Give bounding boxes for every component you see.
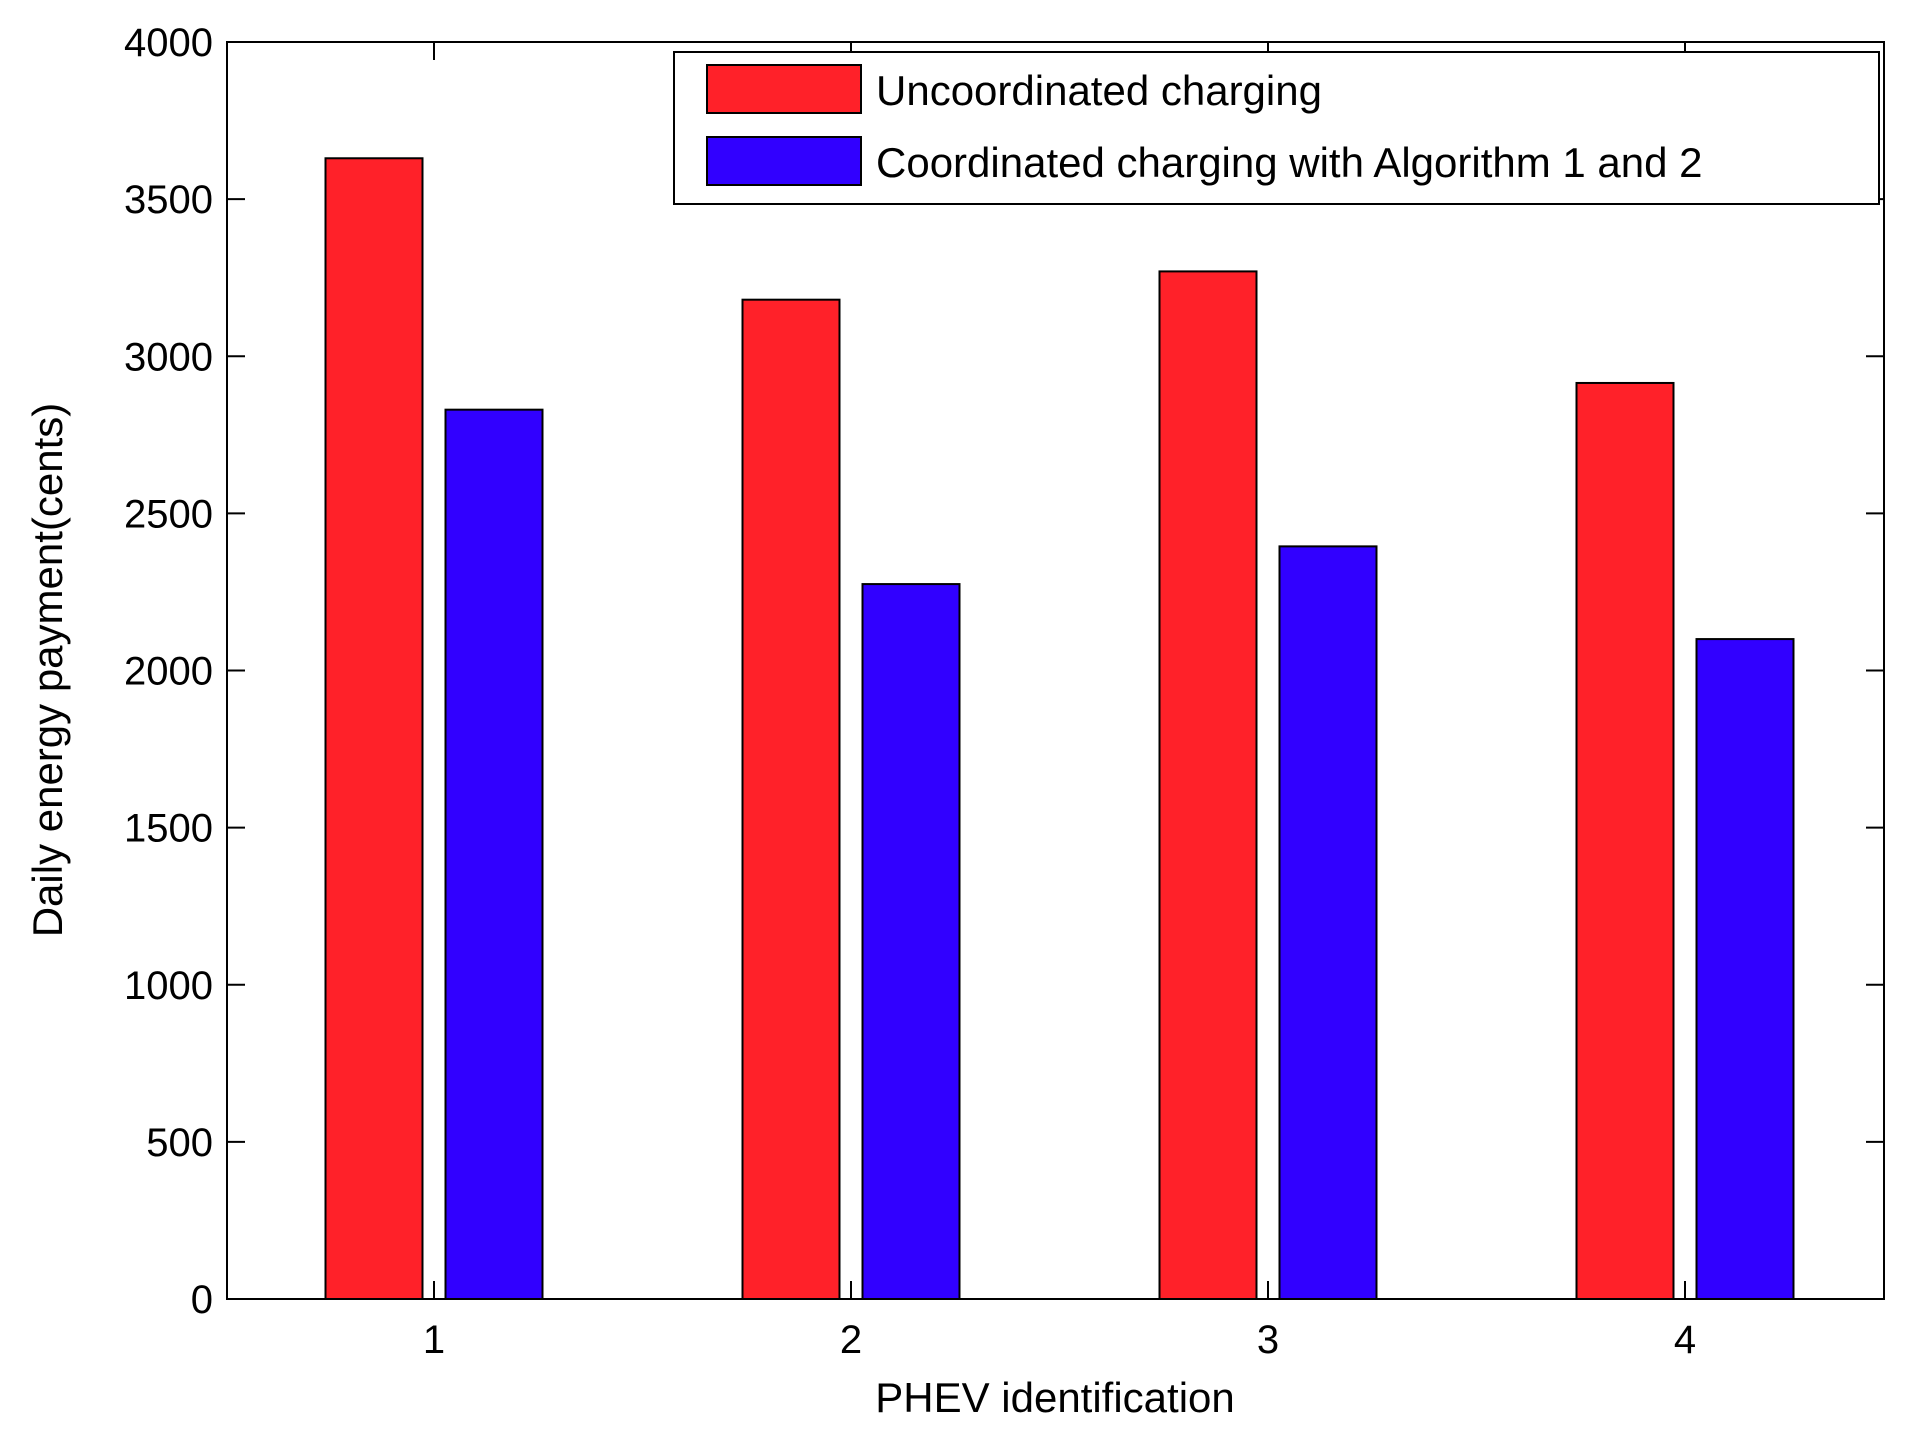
bars-group: [324, 157, 1795, 1301]
bar-coordinated-4: [1695, 638, 1795, 1300]
x-tick-label-1: 1: [423, 1318, 445, 1362]
x-tick-label-2: 2: [840, 1318, 862, 1362]
legend-label-coordinated: Coordinated charging with Algorithm 1 an…: [876, 139, 1703, 186]
x-tick-label-3: 3: [1257, 1318, 1279, 1362]
legend: Uncoordinated charging Coordinated charg…: [673, 51, 1880, 205]
x-tick-labels: 1 2 3 4: [423, 1318, 1696, 1362]
y-tick-label-2000: 2000: [124, 650, 213, 694]
y-tick-label-4000: 4000: [124, 21, 213, 65]
y-tick-label-0: 0: [191, 1278, 213, 1322]
bar-uncoordinated-3: [1158, 270, 1258, 1301]
y-tick-label-1500: 1500: [124, 807, 213, 851]
legend-label-uncoordinated: Uncoordinated charging: [876, 67, 1322, 114]
y-tick-label-3000: 3000: [124, 335, 213, 379]
x-axis-label: PHEV identification: [875, 1374, 1235, 1421]
y-tick-label-2500: 2500: [124, 492, 213, 536]
legend-swatch-uncoordinated: [706, 64, 862, 114]
legend-swatch-coordinated: [706, 136, 862, 186]
y-tick-labels: 0 500 1000 1500 2000 2500 3000 3500 4000: [124, 21, 213, 1322]
bar-coordinated-3: [1278, 545, 1378, 1300]
bar-coordinated-1: [444, 408, 544, 1300]
plot-frame: [226, 41, 1885, 1300]
legend-box: [673, 51, 1880, 205]
y-tick-label-500: 500: [146, 1121, 213, 1165]
y-axis-label: Daily energy payment(cents): [24, 403, 71, 938]
bar-coordinated-2: [861, 583, 961, 1300]
y-tick-label-3500: 3500: [124, 178, 213, 222]
bar-uncoordinated-2: [741, 298, 841, 1300]
bar-uncoordinated-1: [324, 157, 424, 1301]
x-tick-label-4: 4: [1674, 1318, 1696, 1362]
y-tick-label-1000: 1000: [124, 964, 213, 1008]
bar-uncoordinated-4: [1575, 381, 1675, 1300]
